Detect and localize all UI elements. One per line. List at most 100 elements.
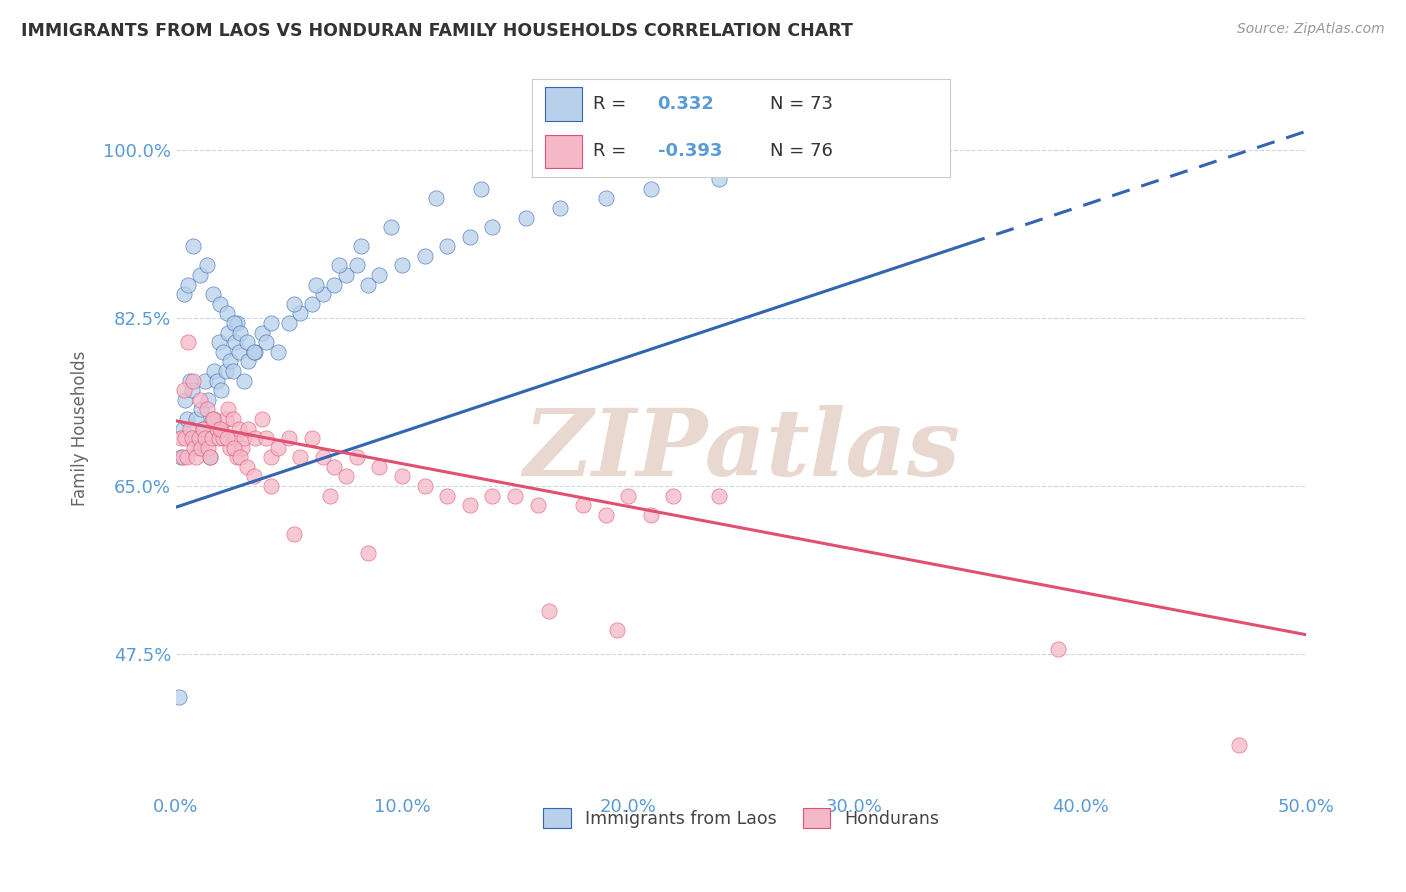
Point (640, 508, 662, 522)
Point (219, 354, 242, 368)
Point (350, 239, 373, 253)
Point (1046, 642, 1069, 657)
Point (183, 441, 205, 455)
Point (217, 326, 239, 340)
Point (606, 623, 628, 637)
Point (226, 450, 249, 465)
Point (190, 441, 212, 455)
Point (226, 316, 249, 330)
Point (188, 392, 211, 407)
Point (436, 239, 458, 253)
Point (212, 344, 235, 359)
Point (413, 249, 436, 263)
Point (458, 229, 481, 244)
Point (260, 450, 283, 465)
Point (595, 508, 617, 522)
Point (346, 259, 368, 273)
Point (391, 469, 413, 483)
Point (187, 441, 209, 455)
Point (215, 412, 238, 426)
Point (346, 450, 368, 465)
Point (357, 546, 380, 560)
Point (254, 335, 277, 350)
Point (368, 459, 391, 474)
Point (177, 277, 200, 292)
Point (205, 374, 228, 388)
Point (572, 498, 595, 512)
Point (260, 479, 283, 493)
Point (204, 412, 226, 426)
Point (707, 172, 730, 186)
Point (267, 441, 290, 455)
Point (357, 277, 380, 292)
Text: Source: ZipAtlas.com: Source: ZipAtlas.com (1237, 22, 1385, 37)
Point (219, 441, 242, 455)
Point (201, 412, 224, 426)
Point (232, 431, 254, 445)
Point (707, 489, 730, 503)
Point (209, 297, 232, 311)
Point (312, 287, 335, 301)
Point (328, 259, 350, 273)
Point (224, 431, 246, 445)
Point (537, 604, 560, 618)
Point (526, 498, 548, 512)
Point (312, 450, 335, 465)
Point (662, 489, 685, 503)
Point (190, 402, 212, 417)
Point (238, 354, 260, 368)
Point (301, 431, 323, 445)
Point (177, 335, 200, 350)
Point (238, 421, 260, 435)
Point (202, 412, 225, 426)
Point (595, 191, 617, 205)
Legend: Immigrants from Laos, Hondurans: Immigrants from Laos, Hondurans (536, 801, 946, 835)
Point (179, 374, 201, 388)
Point (181, 239, 204, 253)
Point (208, 431, 231, 445)
Point (215, 431, 238, 445)
Point (640, 182, 662, 196)
Point (195, 259, 218, 273)
Point (198, 450, 221, 465)
Point (208, 335, 231, 350)
Point (179, 421, 201, 435)
Point (169, 431, 191, 445)
Point (278, 431, 301, 445)
Point (221, 412, 243, 426)
Point (243, 431, 266, 445)
Point (305, 277, 328, 292)
Point (174, 392, 197, 407)
Point (186, 450, 208, 465)
Point (169, 450, 191, 465)
Point (290, 306, 312, 320)
Point (250, 326, 273, 340)
Point (425, 191, 447, 205)
Point (191, 421, 214, 435)
Point (205, 421, 228, 435)
Point (236, 335, 259, 350)
Point (186, 412, 208, 426)
Point (481, 220, 503, 235)
Text: IMMIGRANTS FROM LAOS VS HONDURAN FAMILY HOUSEHOLDS CORRELATION CHART: IMMIGRANTS FROM LAOS VS HONDURAN FAMILY … (21, 22, 853, 40)
Point (198, 450, 221, 465)
Point (323, 459, 346, 474)
Point (391, 259, 413, 273)
Point (228, 421, 250, 435)
Y-axis label: Family Households: Family Households (72, 351, 89, 507)
Point (550, 201, 572, 215)
Point (209, 383, 232, 397)
Point (458, 498, 481, 512)
Point (290, 450, 312, 465)
Point (201, 431, 224, 445)
Point (243, 469, 266, 483)
Point (1227, 738, 1250, 752)
Point (380, 220, 402, 235)
Point (221, 364, 243, 378)
Point (183, 431, 205, 445)
Point (283, 297, 305, 311)
Text: ZIPatlas: ZIPatlas (523, 405, 960, 495)
Point (195, 402, 218, 417)
Point (176, 450, 198, 465)
Point (209, 421, 232, 435)
